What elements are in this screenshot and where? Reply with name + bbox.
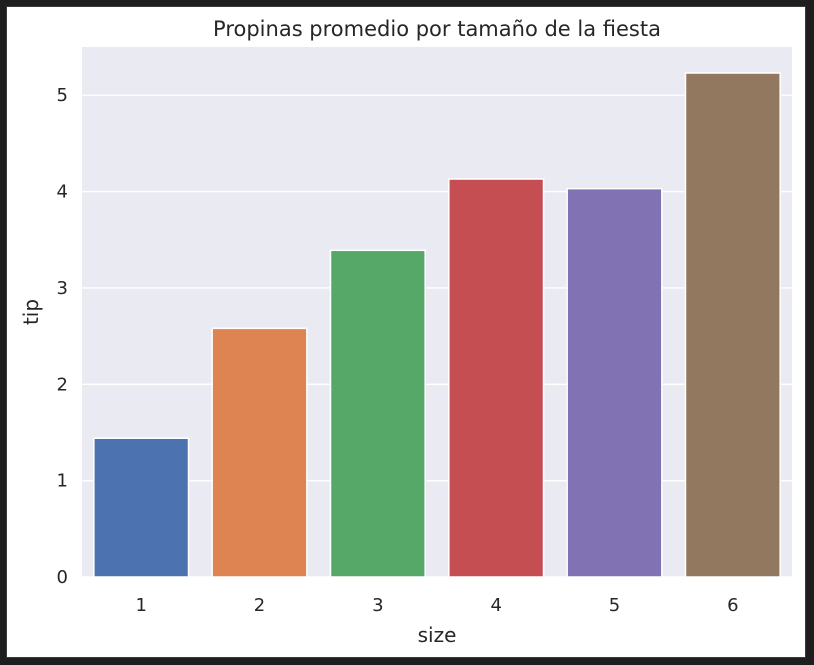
x-tick-label: 2	[254, 595, 265, 616]
y-tick-label: 3	[57, 278, 68, 299]
y-tick-label: 0	[57, 567, 68, 588]
x-tick-label: 6	[727, 595, 738, 616]
x-tick-label: 4	[490, 595, 501, 616]
bar-size-3	[329, 249, 426, 578]
bar-size-4	[448, 178, 545, 578]
bar-size-1	[93, 437, 190, 578]
y-tick-label: 5	[57, 85, 68, 106]
y-tick-labels: 0 1 2 3 4 5	[57, 85, 68, 588]
y-tick-label: 4	[57, 182, 68, 203]
bars	[93, 72, 781, 578]
bar-size-5	[566, 187, 663, 578]
x-axis-label: size	[418, 623, 457, 647]
gridlines	[82, 94, 792, 578]
y-tick-label: 2	[57, 374, 68, 395]
x-tick-label: 1	[135, 595, 146, 616]
y-tick-label: 1	[57, 471, 68, 492]
bar-size-2	[211, 327, 308, 578]
x-tick-labels: 1 2 3 4 5 6	[135, 595, 738, 616]
plot-area	[82, 47, 792, 577]
bar-size-6	[684, 72, 781, 578]
x-tick-label: 5	[609, 595, 620, 616]
x-tick-label: 3	[372, 595, 383, 616]
chart-title: Propinas promedio por tamaño de la fiest…	[213, 17, 661, 41]
y-axis-label: tip	[19, 299, 43, 325]
